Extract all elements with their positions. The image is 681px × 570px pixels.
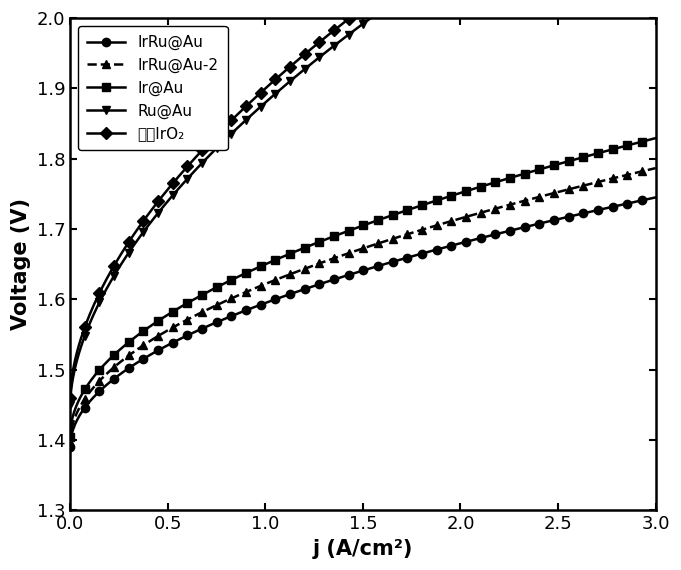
IrRu@Au	[170, 339, 178, 345]
Ir@Au	[411, 204, 419, 211]
IrRu@Au-2	[331, 254, 339, 261]
商业IrO₂	[170, 179, 178, 186]
X-axis label: j (A/cm²): j (A/cm²)	[313, 539, 413, 559]
IrRu@Au	[66, 444, 74, 451]
Legend: IrRu@Au, IrRu@Au-2, Ir@Au, Ru@Au, 商业IrO₂: IrRu@Au, IrRu@Au-2, Ir@Au, Ru@Au, 商业IrO₂	[78, 26, 227, 150]
Ir@Au	[457, 189, 465, 196]
Line: 商业IrO₂: 商业IrO₂	[66, 0, 660, 402]
Ru@Au	[217, 141, 225, 148]
Ir@Au	[507, 174, 515, 181]
商业IrO₂	[66, 394, 74, 401]
商业IrO₂	[217, 128, 225, 135]
IrRu@Au	[652, 194, 660, 201]
Ir@Au	[217, 282, 225, 288]
IrRu@Au	[507, 227, 515, 234]
Line: IrRu@Au: IrRu@Au	[66, 193, 660, 451]
Ru@Au	[66, 401, 74, 408]
IrRu@Au	[457, 239, 465, 246]
IrRu@Au-2	[170, 324, 178, 331]
IrRu@Au-2	[217, 300, 225, 307]
Ir@Au	[66, 433, 74, 440]
Ir@Au	[331, 233, 339, 239]
IrRu@Au-2	[457, 215, 465, 222]
IrRu@Au-2	[652, 165, 660, 172]
Ru@Au	[170, 191, 178, 198]
IrRu@Au	[411, 252, 419, 259]
Ir@Au	[170, 308, 178, 315]
IrRu@Au	[217, 317, 225, 324]
Ru@Au	[331, 42, 339, 48]
商业IrO₂	[331, 26, 339, 33]
Y-axis label: Voltage (V): Voltage (V)	[11, 198, 31, 330]
Line: IrRu@Au-2: IrRu@Au-2	[66, 164, 660, 446]
IrRu@Au	[331, 276, 339, 283]
Ir@Au	[652, 135, 660, 141]
IrRu@Au-2	[507, 201, 515, 208]
IrRu@Au-2	[66, 439, 74, 446]
Line: Ru@Au: Ru@Au	[66, 0, 660, 409]
IrRu@Au-2	[411, 229, 419, 235]
Line: Ir@Au: Ir@Au	[66, 134, 660, 441]
